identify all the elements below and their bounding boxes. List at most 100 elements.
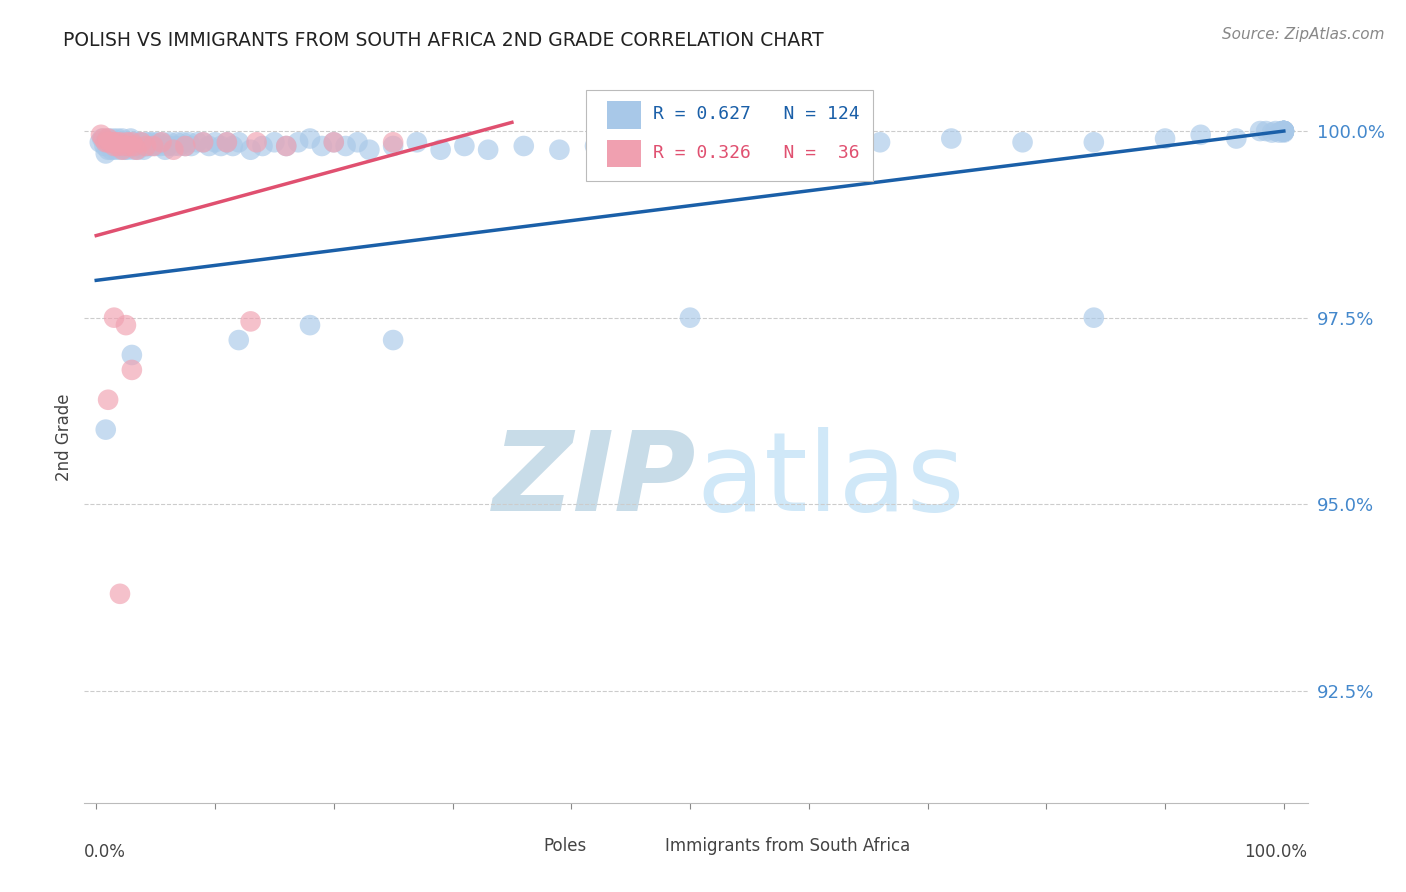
Point <box>120 131 142 145</box>
Point <box>115 143 138 157</box>
Point <box>215 135 238 149</box>
Point <box>797 139 820 153</box>
Point <box>121 135 143 149</box>
Point <box>583 139 606 153</box>
Point <box>108 587 131 601</box>
Point <box>108 135 131 149</box>
Point <box>186 135 208 149</box>
Point <box>1083 310 1105 325</box>
Point <box>172 135 194 149</box>
Point <box>89 135 111 149</box>
Point <box>112 139 135 153</box>
Point <box>252 139 274 153</box>
Point <box>121 135 143 149</box>
Text: atlas: atlas <box>696 427 965 534</box>
Point <box>177 135 200 149</box>
Point <box>142 139 165 153</box>
Point <box>287 135 309 149</box>
Point <box>869 135 891 149</box>
Point <box>111 131 134 145</box>
Point <box>97 135 120 149</box>
Point <box>453 139 475 153</box>
Point <box>90 128 112 142</box>
Point <box>107 131 129 145</box>
Point <box>115 139 138 153</box>
Point <box>156 139 179 153</box>
Point <box>131 135 153 149</box>
Point <box>103 139 125 153</box>
Point <box>94 423 117 437</box>
Point <box>118 139 141 153</box>
Point <box>1272 124 1295 138</box>
Point <box>107 139 129 153</box>
FancyBboxPatch shape <box>586 90 873 181</box>
Point <box>180 139 202 153</box>
Point <box>121 139 143 153</box>
Text: R = 0.326   N =  36: R = 0.326 N = 36 <box>654 144 860 161</box>
Point <box>322 135 344 149</box>
Bar <box>606 101 641 128</box>
Point <box>1225 131 1247 145</box>
Point <box>346 135 368 149</box>
Point <box>1261 126 1284 140</box>
Point <box>1272 124 1295 138</box>
Point <box>1254 124 1277 138</box>
Point <box>115 135 138 149</box>
Text: Poles: Poles <box>543 837 586 855</box>
Point <box>311 139 333 153</box>
Point <box>169 139 191 153</box>
Point <box>121 348 143 362</box>
Point <box>135 135 157 149</box>
Point <box>298 318 321 332</box>
Point <box>263 135 285 149</box>
Point <box>276 139 298 153</box>
Bar <box>506 838 533 854</box>
Point <box>215 135 238 149</box>
Text: Source: ZipAtlas.com: Source: ZipAtlas.com <box>1222 27 1385 42</box>
Point <box>94 146 117 161</box>
Point <box>107 139 129 153</box>
Point <box>1272 124 1295 138</box>
Point <box>93 131 115 145</box>
Point <box>100 143 122 157</box>
Point <box>91 131 114 145</box>
Point <box>1154 131 1177 145</box>
Point <box>122 143 145 157</box>
Point <box>228 333 250 347</box>
Point <box>1270 124 1292 138</box>
Point <box>1272 124 1295 138</box>
Point <box>191 135 214 149</box>
Point <box>1189 128 1212 142</box>
Point <box>548 143 571 157</box>
Y-axis label: 2nd Grade: 2nd Grade <box>55 393 73 481</box>
Point <box>1272 124 1295 138</box>
Point <box>276 139 298 153</box>
Point <box>108 143 131 157</box>
Point <box>103 139 125 153</box>
Point <box>1083 135 1105 149</box>
Point <box>135 139 157 153</box>
Point <box>134 139 156 153</box>
Point <box>1264 124 1286 138</box>
Point <box>166 135 188 149</box>
Point <box>100 135 122 149</box>
Point <box>142 135 165 149</box>
Point <box>1272 124 1295 138</box>
Point <box>1272 124 1295 138</box>
Point <box>941 131 963 145</box>
Point <box>105 135 128 149</box>
Point <box>121 363 143 377</box>
Point <box>100 135 122 149</box>
Point <box>153 143 176 157</box>
Point <box>97 131 120 145</box>
Text: Immigrants from South Africa: Immigrants from South Africa <box>665 837 911 855</box>
Point <box>114 143 136 157</box>
Point <box>100 139 122 153</box>
Point <box>110 139 132 153</box>
Point <box>159 135 181 149</box>
Point <box>104 143 127 157</box>
Point <box>93 139 115 153</box>
Point <box>322 135 344 149</box>
Point <box>125 139 148 153</box>
Point <box>162 143 184 157</box>
